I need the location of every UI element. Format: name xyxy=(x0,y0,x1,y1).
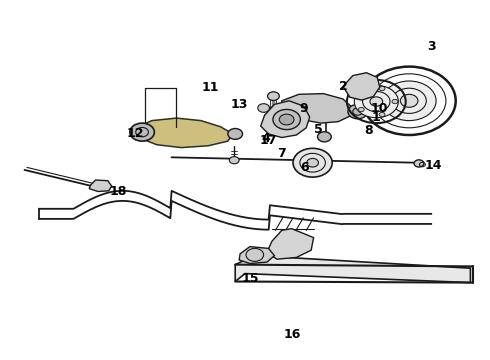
Polygon shape xyxy=(261,101,310,138)
Circle shape xyxy=(307,158,318,167)
Text: 7: 7 xyxy=(277,147,286,159)
Text: 11: 11 xyxy=(202,81,220,94)
Polygon shape xyxy=(343,73,380,100)
Text: 9: 9 xyxy=(299,102,308,115)
Circle shape xyxy=(400,94,418,107)
Circle shape xyxy=(392,99,398,104)
Polygon shape xyxy=(89,180,112,192)
Circle shape xyxy=(293,148,332,177)
Polygon shape xyxy=(235,256,470,283)
Text: 10: 10 xyxy=(371,102,389,114)
Polygon shape xyxy=(239,247,274,264)
Text: 14: 14 xyxy=(425,159,442,172)
Circle shape xyxy=(358,91,364,96)
Polygon shape xyxy=(267,229,314,259)
Circle shape xyxy=(268,92,279,100)
Polygon shape xyxy=(282,94,353,123)
Circle shape xyxy=(348,104,368,119)
Text: 12: 12 xyxy=(126,127,144,140)
Text: 4: 4 xyxy=(261,132,270,145)
Text: 8: 8 xyxy=(364,124,373,137)
Circle shape xyxy=(228,129,243,139)
Circle shape xyxy=(376,99,388,108)
Circle shape xyxy=(379,112,385,117)
Circle shape xyxy=(130,123,154,141)
Circle shape xyxy=(318,132,331,142)
Text: 16: 16 xyxy=(284,328,301,341)
Text: 15: 15 xyxy=(241,273,259,285)
Text: 2: 2 xyxy=(339,80,347,93)
Text: 1: 1 xyxy=(372,111,381,123)
Text: 6: 6 xyxy=(300,161,309,174)
Circle shape xyxy=(229,157,239,164)
Circle shape xyxy=(414,160,424,167)
Circle shape xyxy=(382,81,436,121)
Text: 17: 17 xyxy=(260,134,277,147)
Text: 13: 13 xyxy=(230,98,248,111)
Text: 5: 5 xyxy=(314,123,323,136)
Polygon shape xyxy=(135,118,233,148)
Circle shape xyxy=(279,114,294,125)
Text: 3: 3 xyxy=(427,40,436,53)
Circle shape xyxy=(379,86,385,91)
Circle shape xyxy=(370,97,383,106)
Circle shape xyxy=(358,107,364,112)
Circle shape xyxy=(258,104,270,112)
Text: 18: 18 xyxy=(110,185,127,198)
Circle shape xyxy=(273,109,300,130)
Circle shape xyxy=(354,85,398,118)
Circle shape xyxy=(246,248,264,261)
